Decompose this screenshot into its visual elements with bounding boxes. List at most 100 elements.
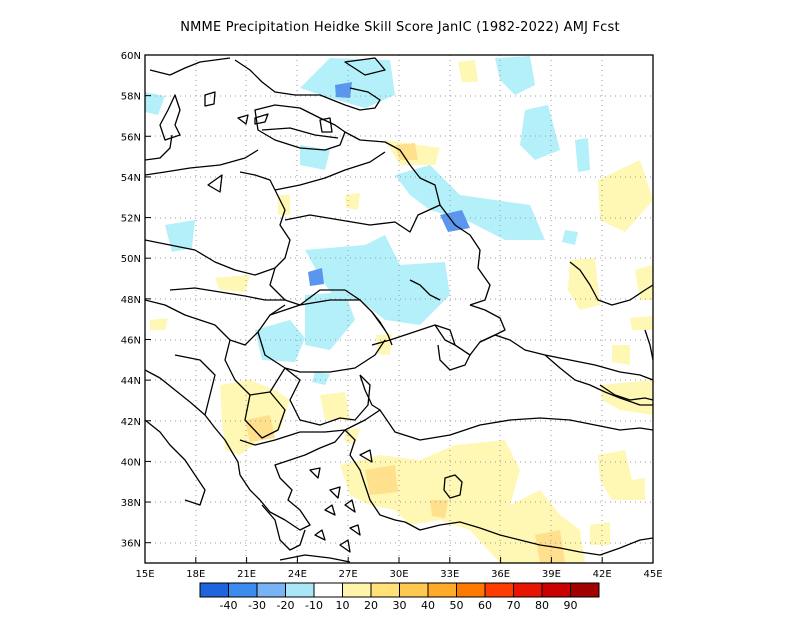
border-poland-east — [274, 189, 291, 269]
lat-tick-label: 52N — [121, 214, 141, 225]
colorbar-swatch — [456, 582, 486, 598]
shade-pos-ural — [598, 160, 653, 232]
lat-tick-label: 50N — [121, 254, 141, 265]
lat-tick-label: 54N — [121, 173, 141, 184]
shade-neg-small1 — [562, 230, 578, 245]
shade-pos-cauc — [612, 345, 630, 365]
shade-neg-poland — [165, 220, 195, 252]
coast-turkey-south — [404, 521, 653, 556]
island-crete — [279, 554, 351, 563]
colorbar-label: -40 — [220, 599, 238, 612]
colorbar-swatch — [427, 582, 457, 598]
border-georgia — [599, 384, 653, 401]
shade-pos-russia-e — [635, 265, 653, 300]
colorbar-swatch — [256, 582, 286, 598]
lon-tick-label: 36E — [491, 569, 510, 580]
coast-sweden — [145, 91, 216, 161]
lon-tick-label: 39E — [542, 569, 561, 580]
shade-pos-turkey — [340, 440, 585, 563]
shade-neg-finland — [145, 92, 165, 115]
border-serbia — [224, 339, 286, 396]
shade-neg-small2 — [312, 372, 330, 385]
colorbar-label: 90 — [564, 599, 578, 612]
axis-ticks: 15E 18E 21E 24E 27E 30E 33E 36E 39E 42E 45E 36N 38N 4… — [121, 51, 663, 580]
colorbar-swatch — [342, 582, 372, 598]
island-gotland — [207, 174, 223, 193]
shade-pos-turkey-s — [590, 522, 610, 545]
shade-pos2-aegean — [430, 500, 448, 518]
colorbar-swatch — [541, 582, 571, 598]
border-czech — [145, 239, 276, 276]
colorbar-swatch — [484, 582, 514, 598]
shade-pos-north — [458, 60, 478, 82]
island-cyprus — [443, 474, 463, 499]
lon-tick-label: 18E — [186, 569, 205, 580]
shade-blue-2 — [308, 268, 324, 286]
shade-neg-north — [495, 56, 535, 95]
reservoir-dnieper — [409, 279, 441, 301]
colorbar-swatch — [570, 582, 600, 598]
lake-ladoga — [344, 57, 386, 76]
coast-baltic-states — [254, 104, 346, 151]
shade-pos-ukr-w — [278, 195, 290, 215]
shade-neg-romania — [305, 292, 355, 350]
shade-neg-serbia — [255, 320, 305, 362]
colorbar-swatch — [285, 582, 315, 598]
border-moldova — [371, 311, 393, 346]
shade-pos-bulg — [320, 392, 350, 420]
map-title: NMME Precipitation Heidke Skill Score Ja… — [180, 20, 620, 35]
border-ukraine-south — [269, 267, 386, 331]
lon-tick-label: 30E — [389, 569, 408, 580]
lon-tick-label: 27E — [339, 569, 358, 580]
colorbar-swatch — [199, 582, 229, 598]
coast-black-sea-north — [371, 324, 653, 406]
lat-tick-label: 48N — [121, 295, 141, 306]
coastlines-borders — [145, 57, 653, 563]
shade-pos-volga — [568, 258, 600, 310]
lat-tick-label: 46N — [121, 335, 141, 346]
island-lesbos — [359, 449, 373, 463]
coast-finland — [234, 59, 381, 111]
border-russia-west — [344, 131, 491, 306]
colorbar-label: 40 — [421, 599, 435, 612]
border-bulgaria — [284, 367, 371, 426]
colorbar: -40 -30 -20 -10 10 20 30 40 50 60 70 80 90 — [199, 582, 600, 612]
lat-tick-label: 42N — [121, 417, 141, 428]
colorbar-label: 60 — [478, 599, 492, 612]
lat-tick-label: 40N — [121, 457, 141, 468]
shade-pos-aegean — [345, 428, 360, 445]
lon-tick-label: 33E — [440, 569, 459, 580]
coast-black-sea-west — [359, 374, 381, 411]
lon-tick-label: 42E — [593, 569, 612, 580]
lon-tick-label: 15E — [135, 569, 154, 580]
lat-tick-label: 56N — [121, 132, 141, 143]
islands-aegean — [309, 467, 361, 553]
colorbar-label: 70 — [507, 599, 521, 612]
shade-pos-georgia — [600, 380, 653, 415]
shade-pos-czech — [215, 275, 250, 292]
colorbar-label: 20 — [364, 599, 378, 612]
colorbar-swatch — [399, 582, 429, 598]
lon-tick-label: 24E — [288, 569, 307, 580]
shade-neg-belarus — [300, 145, 330, 170]
lon-tick-label: 21E — [237, 569, 256, 580]
lake-peipus — [319, 117, 333, 133]
colorbar-label: -10 — [305, 599, 323, 612]
border-slovakia — [169, 287, 285, 301]
lat-tick-label: 58N — [121, 92, 141, 103]
border-russia-kaz — [569, 261, 653, 306]
lat-tick-label: 44N — [121, 376, 141, 387]
colorbar-label: 30 — [393, 599, 407, 612]
coast-scandinavia — [149, 57, 231, 141]
coast-caspian — [644, 329, 653, 361]
islands-estonia — [237, 113, 269, 125]
colorbar-label: 50 — [450, 599, 464, 612]
coast-poland — [145, 149, 276, 191]
coast-adriatic — [145, 369, 241, 476]
border-latvia — [261, 127, 339, 139]
shade-neg-russia — [395, 165, 545, 240]
coast-crimea — [434, 324, 471, 371]
lat-tick-label: 38N — [121, 498, 141, 509]
shade-pos-hung — [150, 318, 168, 330]
